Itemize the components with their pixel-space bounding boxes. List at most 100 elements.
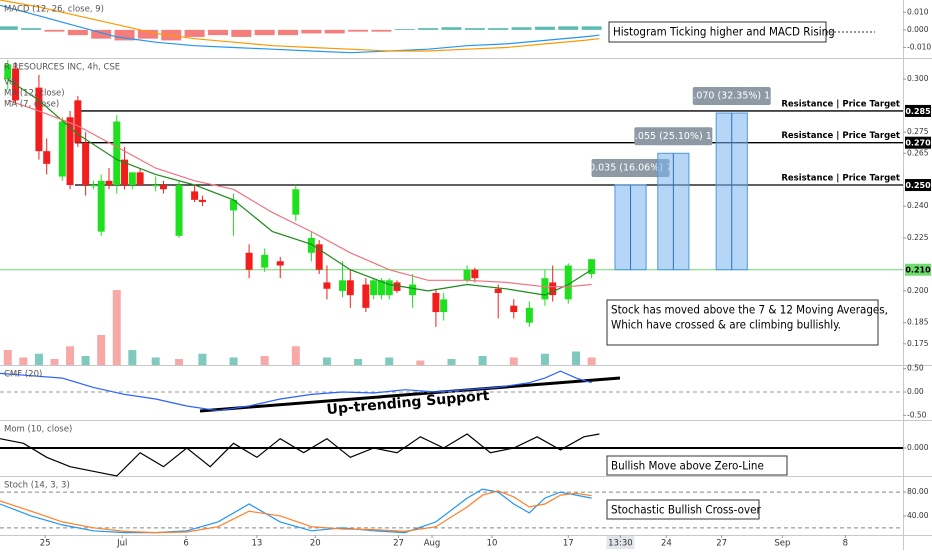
y-tick-label: 0.265 — [907, 148, 929, 157]
candle-body — [276, 261, 284, 266]
candle-body — [440, 299, 448, 313]
projection-tag — [634, 127, 713, 146]
x-tick-label: 27 — [716, 539, 727, 549]
projection-tag — [692, 87, 771, 106]
histogram-bar — [394, 29, 415, 30]
histogram-bar — [464, 28, 485, 30]
x-tick-label: 13:30 — [608, 539, 633, 549]
annotation-box — [606, 499, 760, 520]
volume-bar — [416, 360, 425, 365]
y-tick-label: 0.010 — [907, 7, 929, 16]
candle-body — [152, 185, 160, 187]
candle-body — [136, 172, 144, 186]
y-tick-label: 0.000 — [907, 25, 929, 34]
candle-body — [97, 180, 105, 232]
candle-body — [175, 185, 183, 236]
price-level-tag — [905, 136, 931, 149]
series-line — [0, 0, 600, 52]
volume-bar — [66, 346, 75, 365]
histogram-bar — [0, 26, 18, 30]
x-tick-label: 24 — [661, 539, 672, 549]
candle-body — [35, 87, 43, 152]
price-level-tag — [905, 104, 931, 117]
x-tick-label: 10 — [487, 539, 498, 549]
y-tick-label: 80.00 — [907, 487, 929, 496]
y-tick-label: 0.240 — [907, 201, 929, 210]
candle-body — [261, 254, 269, 268]
volume-bar — [112, 290, 121, 365]
candle-body — [43, 151, 51, 164]
histogram-bar — [348, 29, 369, 32]
annotation-text: Bullish Move above Zero-Line — [611, 459, 764, 473]
volume-bar — [175, 359, 184, 365]
candle-body — [541, 278, 549, 300]
candle-body — [377, 280, 385, 296]
histogram-bar — [67, 29, 88, 36]
histogram-bar — [21, 28, 42, 30]
price-level-label: 0.285 — [905, 107, 931, 116]
volume-bar — [19, 357, 28, 365]
candle-body — [564, 265, 572, 300]
histogram-bar — [581, 26, 602, 30]
volume-bar — [587, 357, 596, 365]
histogram-bar — [278, 29, 299, 36]
candle-body — [463, 269, 471, 281]
candle-body — [198, 199, 206, 202]
candle-body — [74, 100, 82, 143]
histogram-bar — [137, 29, 158, 39]
series-line — [0, 4, 600, 54]
x-tick-label: 8 — [843, 539, 848, 549]
candle-body — [409, 284, 417, 296]
price-level-note: Resistance | Price Target — [781, 99, 900, 109]
candle-body — [339, 280, 347, 291]
candle-body — [113, 121, 121, 186]
volume-bar — [572, 351, 581, 365]
x-tick-label: 17 — [563, 539, 574, 549]
histogram-bar — [91, 29, 112, 39]
x-tick-label: 13 — [251, 539, 262, 549]
panel-title: CMF (20) — [4, 370, 42, 380]
volume-bar — [354, 359, 363, 365]
x-tick-label: 20 — [310, 539, 321, 549]
panel-title: MACD (12, 26, close, 9) — [4, 5, 104, 15]
candle-body — [525, 307, 533, 323]
price-level-tag — [905, 179, 931, 192]
candle-body — [393, 282, 401, 291]
price-level-label: 0.210 — [905, 266, 931, 275]
legend-entry: MA (7, close) — [4, 100, 59, 110]
series-line — [0, 490, 592, 534]
y-tick-label: 0.50 — [907, 364, 924, 373]
series-line — [7, 99, 592, 288]
y-tick-label: 40.00 — [907, 511, 929, 520]
annotation-text: Stochastic Bullish Cross-over — [611, 503, 761, 517]
candle-body — [510, 305, 518, 313]
panel-title: R RESOURCES INC, 4h, CSE — [4, 63, 120, 73]
volume-bar — [81, 356, 90, 365]
volume-bar — [50, 359, 59, 365]
volume-bar — [260, 356, 269, 365]
candle-body — [385, 280, 393, 296]
histogram-bar — [44, 29, 65, 32]
histogram-bar — [254, 29, 275, 36]
histogram-bar — [511, 27, 532, 30]
candle-body — [4, 64, 12, 80]
price-level-note: Resistance | Price Target — [781, 131, 900, 141]
y-tick-label: 0.000 — [907, 443, 929, 452]
x-tick-label: Sep — [774, 539, 790, 549]
histogram-bar — [207, 29, 228, 36]
candle-body — [121, 159, 129, 186]
candle-body — [159, 185, 167, 190]
y-tick-label: -0.50 — [907, 410, 927, 419]
volume-bar — [322, 357, 331, 365]
histogram-bar — [441, 27, 462, 30]
volume-bar — [198, 353, 207, 365]
panel-title: Stoch (14, 3, 3) — [4, 481, 70, 491]
x-tick-label: 25 — [40, 539, 51, 549]
x-tick-label: Aug — [424, 539, 441, 549]
volume-bar — [3, 350, 12, 365]
candle-body — [191, 191, 199, 200]
series-line — [0, 370, 592, 412]
histogram-bar — [301, 29, 322, 34]
volume-bar — [34, 353, 43, 365]
x-tick-label: 27 — [393, 539, 404, 549]
